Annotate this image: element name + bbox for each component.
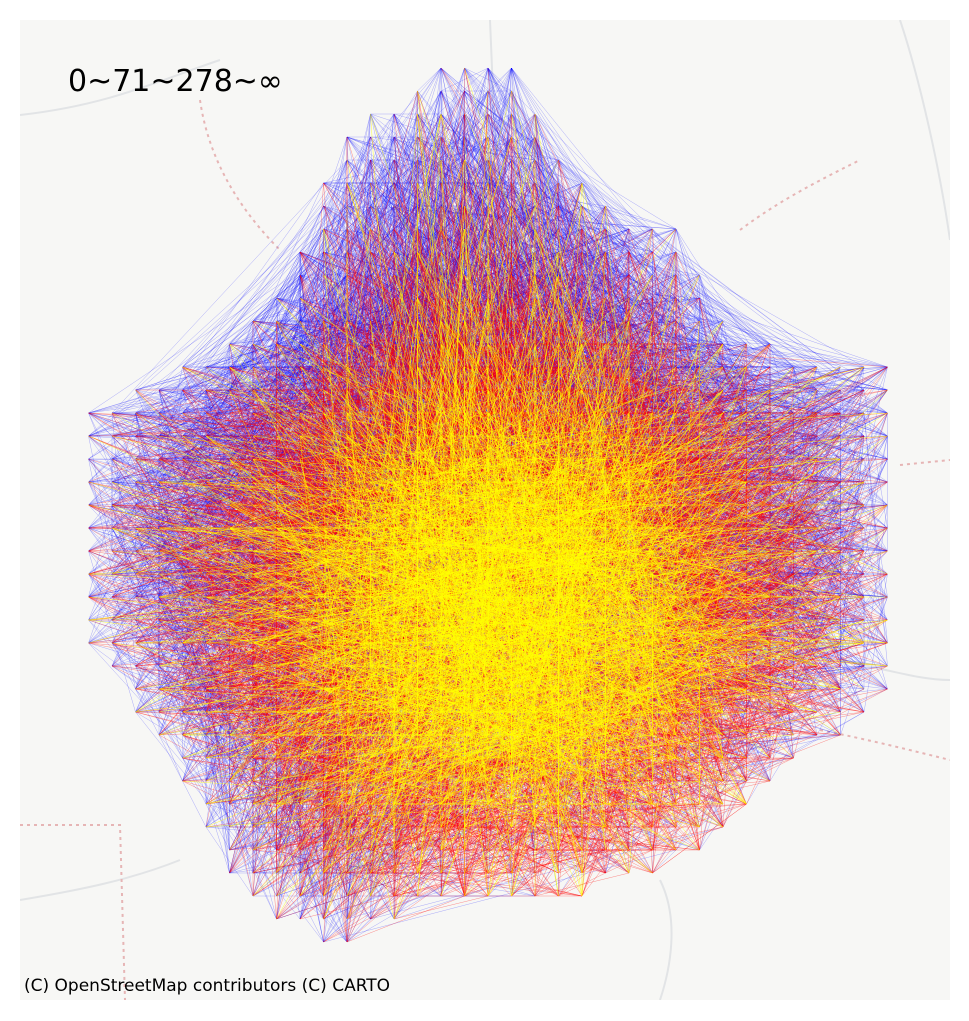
road-line — [899, 20, 950, 241]
road-line — [20, 859, 181, 901]
road-line — [20, 59, 221, 116]
road-line — [489, 20, 496, 141]
flow-lines — [88, 67, 888, 920]
rail-line — [20, 824, 126, 1000]
road-line — [659, 879, 673, 1000]
legend-class-breaks: 0~71~278~∞ — [68, 64, 283, 99]
rail-line — [739, 159, 861, 231]
rail-line — [199, 99, 281, 251]
map-frame[interactable]: 0~71~278~∞ (C) OpenStreetMap contributor… — [20, 20, 950, 1000]
flow-class-high — [88, 67, 888, 920]
rail-line — [899, 459, 950, 466]
rail-line — [819, 729, 950, 761]
map-attribution: (C) OpenStreetMap contributors (C) CARTO — [24, 976, 391, 996]
flow-lines-layer — [88, 67, 888, 943]
